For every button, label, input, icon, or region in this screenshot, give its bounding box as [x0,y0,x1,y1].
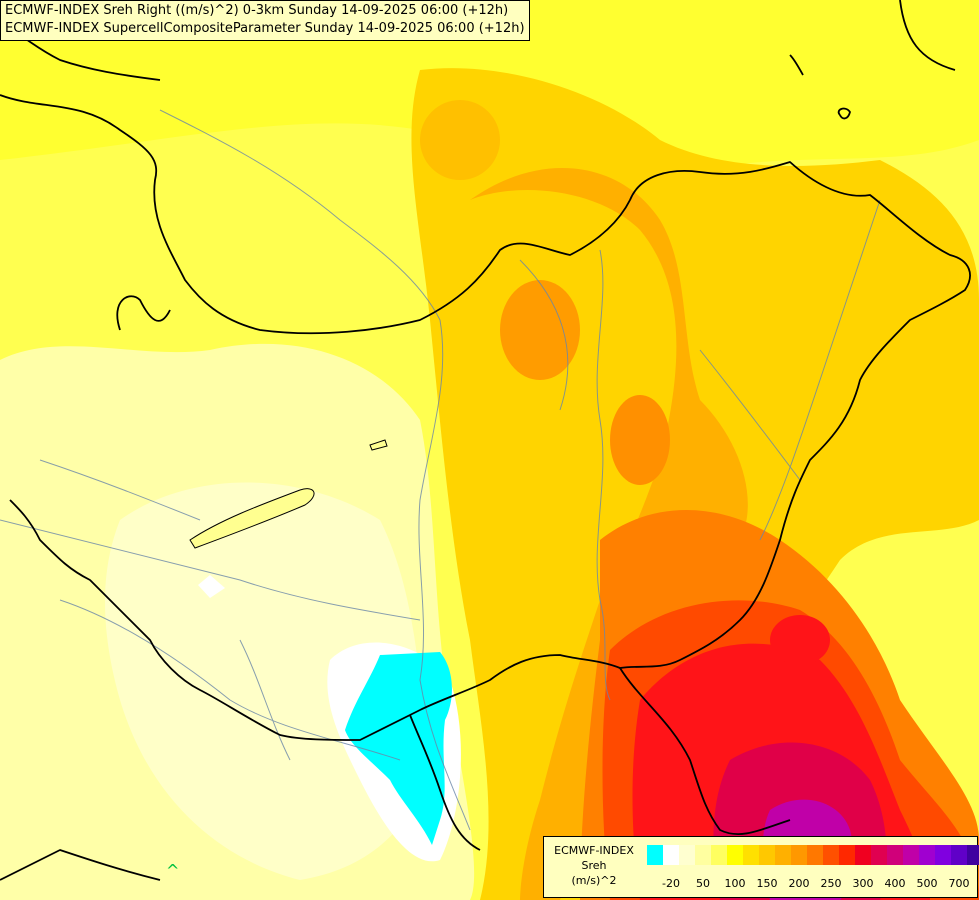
legend-swatch [727,845,743,865]
field-pale-core [105,482,430,880]
legend-tick-label: 50 [696,877,710,890]
field-red-blob [770,615,830,665]
title-line-1: ECMWF-INDEX Sreh Right ((m/s)^2) 0-3km S… [5,3,509,18]
legend-tick-label: 700 [948,877,970,890]
legend-swatch [903,845,919,865]
legend-tick-label: 400 [884,877,906,890]
legend-tick-label: 500 [916,877,938,890]
legend-swatch [775,845,791,865]
legend-swatch [871,845,887,865]
legend-swatch [663,845,679,865]
legend-swatches [647,845,979,865]
field-orange-blob-north [420,100,500,180]
legend-tick-label: 100 [724,877,746,890]
lake [189,488,315,549]
legend-title: ECMWF-INDEX Sreh (m/s)^2 [544,843,644,888]
legend-tick-label: 150 [756,877,778,890]
legend-swatch [855,845,871,865]
title-line-2: ECMWF-INDEX SupercellCompositeParameter … [5,21,525,36]
location-marker: ^ [166,861,179,880]
borders [0,0,971,881]
legend-swatch [887,845,903,865]
legend-swatch [679,845,695,865]
legend-swatch [967,845,979,865]
legend-title-line-2: Sreh [581,859,607,872]
legend-tick-label: 250 [820,877,842,890]
legend-ticks: -20 50 100 150 200 250 300 400 500 700 [647,877,971,891]
field-orange-blob-2 [500,280,580,380]
legend-swatch [695,845,711,865]
legend-title-line-3: (m/s)^2 [571,874,617,887]
legend-swatch [711,845,727,865]
small-lake [369,439,388,451]
legend-title-line-1: ECMWF-INDEX [554,844,634,857]
legend-tick-label: 300 [852,877,874,890]
legend-swatch [919,845,935,865]
legend-swatch [839,845,855,865]
rivers [0,109,881,831]
legend-tick-label: -20 [662,877,680,890]
legend-swatch [951,845,967,865]
field-pale-spot [198,575,225,598]
field-cyan [345,652,452,845]
legend-swatch [647,845,663,865]
legend-swatch [807,845,823,865]
legend-swatch [759,845,775,865]
color-legend: ECMWF-INDEX Sreh (m/s)^2 -20 50 100 150 200 2… [543,836,979,898]
legend-swatch [743,845,759,865]
field-dark-orange-blob [610,395,670,485]
legend-swatch [791,845,807,865]
legend-tick-label: 200 [788,877,810,890]
legend-swatch [823,845,839,865]
field-orange-band [470,167,748,900]
map-title-box: ECMWF-INDEX Sreh Right ((m/s)^2) 0-3km S… [0,0,530,41]
legend-swatch [935,845,951,865]
